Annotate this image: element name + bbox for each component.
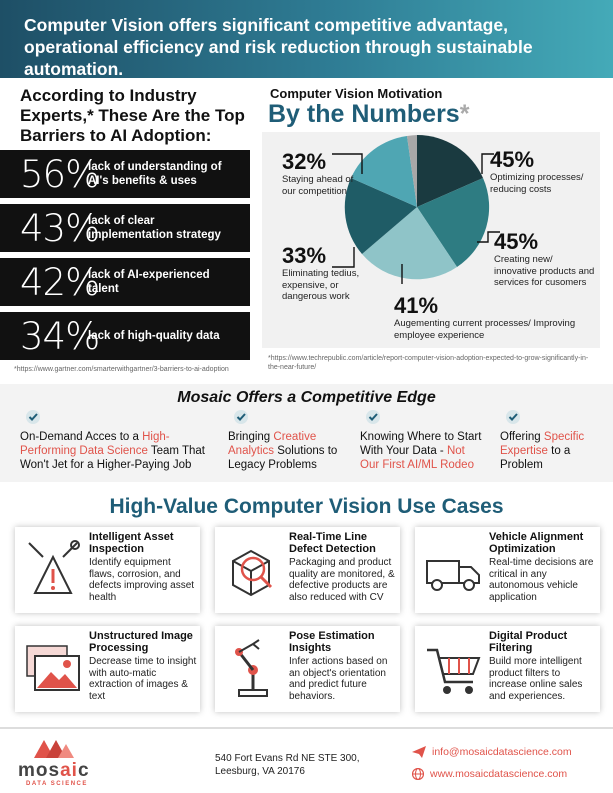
email-link[interactable]: info@mosaicdatascience.com bbox=[412, 746, 572, 759]
usecase-text: Decrease time to insight with auto-matic… bbox=[89, 656, 197, 702]
truck-icon bbox=[426, 560, 480, 591]
usecase-title: Intelligent Asset Inspection bbox=[89, 531, 174, 555]
usecase-card: Digital Product Filtering Build more int… bbox=[415, 626, 600, 712]
mosaic-logo-text: mosaic bbox=[18, 760, 90, 781]
barrier-percent: 34% bbox=[20, 314, 100, 358]
send-icon bbox=[412, 746, 426, 759]
box-magnifier-icon bbox=[232, 549, 273, 597]
barrier-percent: 43% bbox=[20, 206, 100, 250]
motivation-stat: 45% Creating new/ innovative products an… bbox=[494, 229, 595, 289]
motivation-title-mark: * bbox=[459, 100, 470, 128]
barrier-desc: lack of clear implementation strategy bbox=[88, 215, 221, 241]
pie-slice bbox=[417, 178, 490, 267]
checkmark-icon bbox=[506, 410, 520, 424]
barrier-row: 43% lack of clear implementation strateg… bbox=[0, 204, 250, 252]
usecase-card: Pose Estimation Insights Infer actions b… bbox=[215, 626, 400, 712]
motivation-subtitle: Computer Vision Motivation bbox=[270, 86, 443, 101]
usecase-title: Pose Estimation Insights bbox=[289, 630, 375, 654]
barrier-percent: 42% bbox=[20, 260, 100, 304]
shopping-cart-icon bbox=[427, 648, 481, 694]
globe-icon bbox=[411, 768, 425, 781]
website-link[interactable]: www.mosaicdatascience.com bbox=[411, 768, 567, 781]
edge-title: Mosaic Offers a Competitive Edge bbox=[177, 389, 436, 406]
barrier-desc: lack of understanding of AI's benefits &… bbox=[88, 161, 222, 187]
edge-item: Bringing Creative Analytics Solutions to… bbox=[228, 410, 348, 472]
barrier-desc: lack of AI-experienced talent bbox=[88, 269, 210, 295]
usecase-text: Build more intelligent product filters t… bbox=[489, 656, 583, 702]
mosaic-logo-icon bbox=[34, 740, 74, 758]
pie-slice bbox=[351, 136, 417, 207]
edge-band bbox=[0, 384, 613, 482]
usecase-card: Vehicle Alignment Optimization Real-time… bbox=[415, 527, 600, 613]
usecase-card: Unstructured Image Processing Decrease t… bbox=[15, 626, 200, 712]
barriers-title: According to Industry Experts,* These Ar… bbox=[20, 86, 245, 145]
barriers-source: *https://www.gartner.com/smarterwithgart… bbox=[14, 366, 229, 373]
address-line: Leesburg, VA 20176 bbox=[215, 766, 305, 777]
usecase-text: Real-time decisions are critical in any … bbox=[489, 557, 594, 603]
usecase-title: Digital Product Filtering bbox=[489, 630, 568, 654]
footer-divider bbox=[0, 727, 613, 729]
barrier-percent: 56% bbox=[20, 152, 100, 196]
usecase-text: Identify equipment flaws, corrosion, and… bbox=[89, 557, 195, 603]
usecases-title: High-Value Computer Vision Use Cases bbox=[109, 495, 504, 518]
pie-slice bbox=[362, 207, 457, 280]
usecase-text: Infer actions based on an object's orien… bbox=[289, 656, 388, 702]
mosaic-logo-sub: DATA SCIENCE bbox=[26, 781, 88, 787]
header-banner: Computer Vision offers significant compe… bbox=[0, 0, 613, 79]
headline: Computer Vision offers significant compe… bbox=[24, 15, 533, 79]
motivation-pie-graphic bbox=[332, 134, 500, 284]
usecase-title: Unstructured Image Processing bbox=[89, 630, 193, 654]
pie-slice bbox=[344, 178, 417, 254]
barrier-row: 42% lack of AI-experienced talent bbox=[0, 258, 250, 306]
motivation-title: By the Numbers* bbox=[268, 100, 469, 129]
edge-item: On-Demand Acces to a High-Performing Dat… bbox=[20, 410, 210, 472]
motivation-stat: 32% Staying ahead of our competition bbox=[282, 149, 354, 197]
motivation-stat: 33% Eliminating tedius, expensive, or da… bbox=[282, 243, 360, 303]
checkmark-icon bbox=[26, 410, 40, 424]
usecase-text: Packaging and product quality are monito… bbox=[289, 557, 395, 603]
edge-item: Offering Specific Expertise to a Problem bbox=[500, 410, 600, 472]
motivation-stat: 45% Optimizing processes/ reducing costs bbox=[490, 147, 584, 195]
motivation-source: *https://www.techrepublic.com/article/re… bbox=[268, 355, 589, 371]
checkmark-icon bbox=[234, 410, 248, 424]
barrier-row: 34% lack of high-quality data bbox=[0, 312, 250, 360]
checkmark-icon bbox=[366, 410, 380, 424]
pie-slice bbox=[417, 134, 483, 207]
motivation-stat: 41% Augementing current processes/ Impro… bbox=[394, 293, 576, 341]
numbers-panel: 32% Staying ahead of our competition 45%… bbox=[262, 132, 600, 348]
warning-tools-icon bbox=[28, 540, 80, 594]
usecase-title: Vehicle Alignment Optimization bbox=[489, 531, 584, 555]
image-gallery-icon bbox=[26, 645, 80, 691]
usecase-card: Real-Time Line Defect Detection Packagin… bbox=[215, 527, 400, 613]
leader-lines bbox=[332, 153, 500, 284]
barrier-desc: lack of high-quality data bbox=[88, 330, 220, 342]
barrier-row: 56% lack of understanding of AI's benefi… bbox=[0, 150, 250, 198]
pie-slice bbox=[407, 135, 417, 207]
motivation-title-text: By the Numbers bbox=[268, 100, 460, 128]
address-line: 540 Fort Evans Rd NE STE 300, bbox=[215, 753, 360, 764]
address: 540 Fort Evans Rd NE STE 300, Leesburg, … bbox=[215, 752, 360, 778]
robot-arm-icon bbox=[235, 639, 268, 697]
pie-slices bbox=[344, 134, 490, 280]
edge-item: Knowing Where to Start With Your Data - … bbox=[360, 410, 485, 472]
usecase-title: Real-Time Line Defect Detection bbox=[289, 531, 376, 555]
usecase-card: Intelligent Asset Inspection Identify eq… bbox=[15, 527, 200, 613]
